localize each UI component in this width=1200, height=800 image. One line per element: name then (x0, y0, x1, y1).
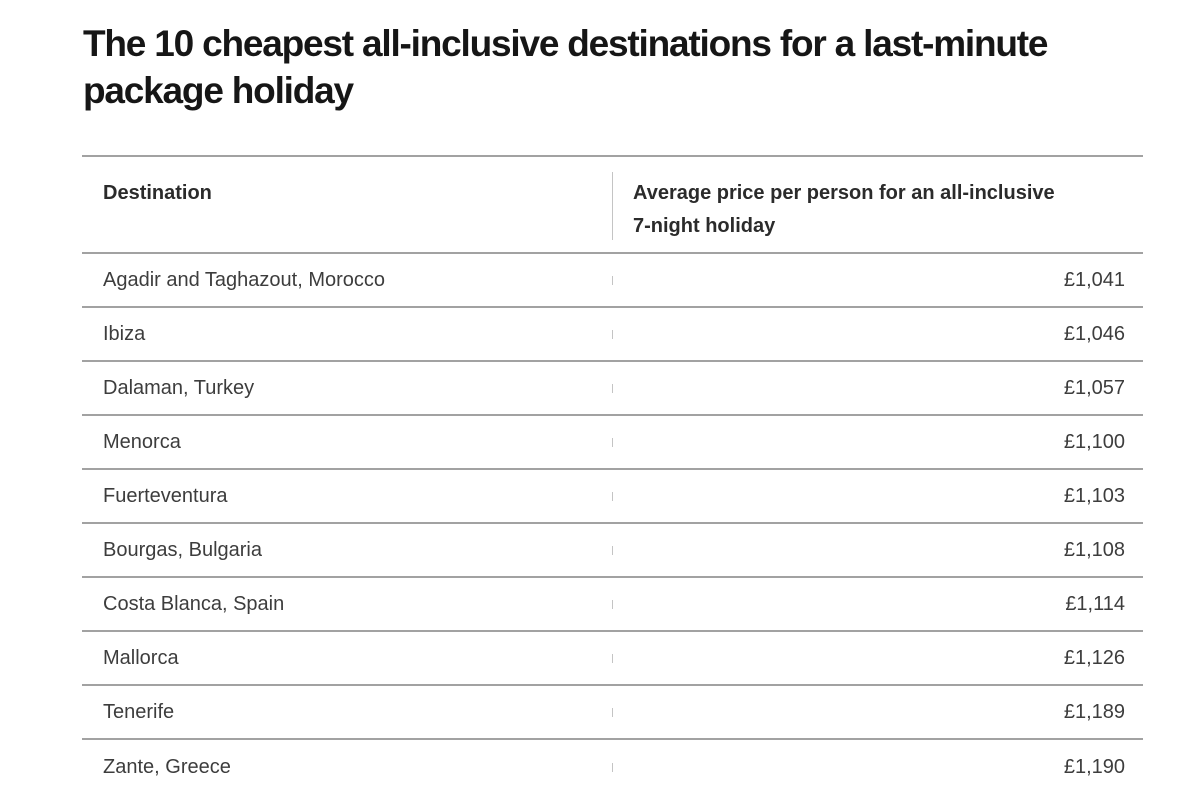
price-cell: £1,108 (612, 539, 1143, 562)
destination-cell: Menorca (103, 430, 181, 453)
table-row: Dalaman, Turkey £1,057 (82, 362, 1143, 416)
table-row: Costa Blanca, Spain £1,114 (82, 578, 1143, 632)
destination-cell: Dalaman, Turkey (103, 376, 255, 399)
price-value: £1,100 (1063, 430, 1125, 453)
table-header-row: Destination Average price per person for… (82, 157, 1143, 254)
price-value: £1,190 (1063, 755, 1125, 778)
table-row: Mallorca £1,126 (82, 632, 1143, 686)
column-divider (612, 762, 613, 772)
table-row: Menorca £1,100 (82, 416, 1143, 470)
price-cell: £1,126 (612, 647, 1143, 670)
column-divider (612, 383, 613, 393)
column-divider (612, 172, 613, 240)
column-divider (612, 491, 613, 501)
price-value: £1,108 (1063, 538, 1125, 561)
price-cell: £1,103 (612, 485, 1143, 508)
price-value: £1,126 (1063, 646, 1125, 669)
table-row: Agadir and Taghazout, Morocco £1,041 (82, 254, 1143, 308)
price-value: £1,103 (1063, 484, 1125, 507)
price-value: £1,046 (1063, 322, 1125, 345)
table-row: Tenerife £1,189 (82, 686, 1143, 740)
page-title: The 10 cheapest all-inclusive destinatio… (83, 23, 1048, 111)
column-divider (612, 599, 613, 609)
destination-cell: Bourgas, Bulgaria (103, 538, 262, 561)
destination-cell: Ibiza (103, 322, 146, 345)
column-divider (612, 275, 613, 285)
header-cell-price-label: Average price per person for an all-incl… (633, 182, 1055, 237)
price-value: £1,041 (1063, 268, 1125, 291)
destination-cell: Tenerife (103, 700, 175, 723)
column-divider (612, 653, 613, 663)
column-divider (612, 437, 613, 447)
price-cell: £1,046 (612, 323, 1143, 346)
table-row: Zante, Greece £1,190 (82, 740, 1143, 794)
price-cell: £1,100 (612, 431, 1143, 454)
price-cell: £1,057 (612, 377, 1143, 400)
destination-cell: Zante, Greece (103, 755, 231, 778)
column-divider (612, 707, 613, 717)
price-cell: £1,114 (612, 593, 1143, 616)
header-cell-destination: Destination (103, 182, 212, 204)
destinations-price-table: Destination Average price per person for… (82, 155, 1143, 794)
destination-cell: Fuerteventura (103, 484, 228, 507)
price-value: £1,189 (1063, 700, 1125, 723)
price-cell: £1,189 (612, 701, 1143, 724)
destination-cell: Agadir and Taghazout, Morocco (103, 268, 386, 291)
table-row: Bourgas, Bulgaria £1,108 (82, 524, 1143, 578)
price-value: £1,114 (1065, 592, 1125, 615)
header-cell-price: Average price per person for an all-incl… (612, 157, 1143, 252)
destination-cell: Costa Blanca, Spain (103, 592, 285, 615)
price-value: £1,057 (1063, 376, 1125, 399)
column-divider (612, 329, 613, 339)
table-row: Fuerteventura £1,103 (82, 470, 1143, 524)
table-row: Ibiza £1,046 (82, 308, 1143, 362)
column-divider (612, 545, 613, 555)
destination-cell: Mallorca (103, 646, 179, 669)
price-cell: £1,041 (612, 269, 1143, 292)
price-cell: £1,190 (612, 756, 1143, 779)
